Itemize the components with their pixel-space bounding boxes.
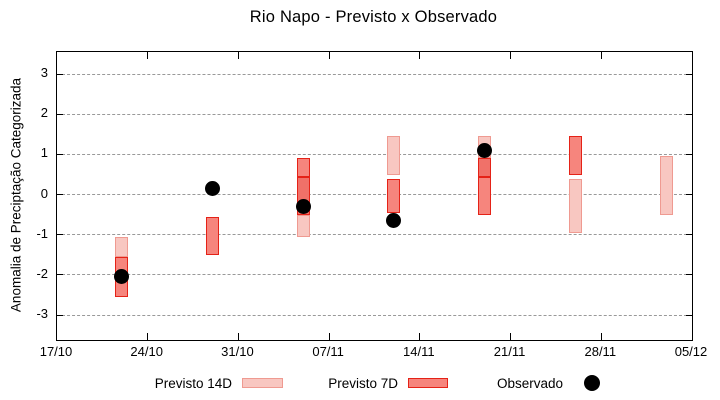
y-tick-label: -3 (36, 306, 48, 322)
observed-dot-05/11 (295, 199, 311, 215)
legend-swatch-previsto-14d-icon (242, 378, 283, 388)
bar-segment-7d-05/11 (296, 158, 310, 177)
x-tick-bottom (510, 333, 512, 340)
x-tick-bottom (237, 333, 239, 340)
grid-line-y3 (57, 73, 692, 75)
chart-title: Rio Napo - Previsto x Observado (249, 8, 498, 26)
bar-segment-7d-26/11 (568, 136, 582, 175)
x-tick-label: 14/11 (403, 344, 435, 359)
x-tick-bottom (600, 333, 602, 340)
x-tick-top (328, 52, 330, 59)
y-tick-left (57, 274, 63, 276)
bar-segment-overlap-19/11 (478, 158, 492, 177)
x-tick-top (237, 52, 239, 59)
grid-line-y2 (57, 113, 692, 115)
legend-label-previsto-7d: Previsto 7D (328, 376, 398, 391)
legend-swatch-previsto-7d-icon (408, 378, 448, 388)
bar-segment-7d-12/11 (387, 178, 401, 213)
y-tick-label: 3 (40, 65, 48, 81)
y-tick-label: 0 (40, 185, 48, 201)
observed-dot-12/11 (386, 213, 402, 229)
x-tick-bottom (419, 333, 421, 340)
legend-observed-dot-icon (584, 375, 600, 391)
y-tick-right (686, 153, 692, 155)
y-tick-label: 1 (40, 145, 48, 161)
y-tick-left (57, 314, 63, 316)
y-tick-left (57, 73, 63, 75)
bar-segment-14d-22/10 (115, 236, 129, 257)
bar-segment-14d-26/11 (568, 178, 582, 233)
y-tick-label: -1 (36, 225, 48, 241)
y-tick-right (686, 274, 692, 276)
observed-dot-22/10 (114, 269, 130, 285)
grid-line-y-1 (57, 234, 692, 236)
x-tick-label: 05/12 (674, 344, 708, 359)
observed-dot-29/10 (205, 181, 220, 197)
x-tick-bottom (147, 333, 149, 340)
x-tick-label: 31/10 (221, 344, 254, 359)
x-tick-top (147, 52, 149, 59)
x-tick-label: 21/11 (493, 344, 526, 359)
y-tick-left (57, 194, 63, 196)
y-tick-label: -2 (36, 265, 48, 281)
y-tick-right (686, 194, 692, 196)
x-tick-bottom (328, 333, 330, 340)
x-tick-label: 28/11 (584, 344, 617, 359)
bar-segment-14d-03/12 (659, 156, 673, 215)
x-tick-label: 17/10 (39, 344, 73, 359)
bar-segment-14d-12/11 (387, 136, 401, 175)
observed-dot-19/11 (477, 142, 493, 158)
y-tick-left (57, 113, 63, 115)
y-tick-left (57, 234, 63, 236)
legend-label-observado: Observado (496, 376, 563, 391)
y-tick-label: 2 (40, 105, 48, 121)
x-tick-top (510, 52, 512, 59)
grid-line-y-2 (57, 274, 692, 276)
y-tick-right (686, 234, 692, 236)
bar-segment-7d-29/10 (206, 216, 219, 255)
grid-line-y-3 (57, 314, 692, 316)
grid-line-y1 (57, 153, 692, 155)
bar-segment-14d-05/11 (296, 214, 310, 237)
grid-line-y0 (57, 194, 692, 196)
y-tick-right (686, 314, 692, 316)
y-tick-left (57, 153, 63, 155)
x-tick-top (419, 52, 421, 59)
y-tick-right (686, 73, 692, 75)
bar-segment-7d-19/11 (478, 176, 492, 215)
legend-label-previsto-14d: Previsto 14D (154, 376, 232, 391)
plot-area (56, 51, 693, 341)
x-tick-label: 07/11 (312, 344, 344, 359)
y-tick-right (686, 113, 692, 115)
x-tick-label: 24/10 (130, 344, 163, 359)
x-tick-top (600, 52, 602, 59)
